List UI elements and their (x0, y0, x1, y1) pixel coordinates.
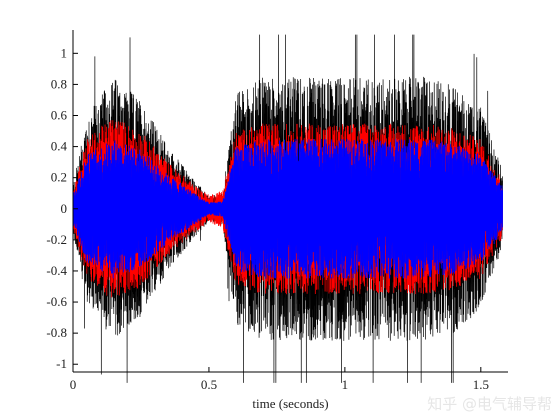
x-tick-label: 0 (70, 377, 77, 392)
y-tick-label: 0.6 (51, 108, 68, 123)
x-axis-label: time (seconds) (252, 396, 328, 411)
x-tick-label: 1.5 (473, 377, 489, 392)
y-tick-label: -1 (56, 356, 67, 371)
y-tick-label: 0.8 (51, 76, 67, 91)
x-tick-label: 0.5 (201, 377, 217, 392)
series-3-line (72, 138, 504, 279)
y-tick-label: -0.6 (46, 294, 67, 309)
y-tick-label: 1 (61, 45, 68, 60)
y-tick-label: -0.4 (46, 263, 67, 278)
x-tick-label: 1 (342, 377, 349, 392)
signal-traces (72, 34, 504, 383)
watermark: 知乎 @电气辅导帮 (427, 395, 552, 413)
y-tick-label: -0.8 (46, 325, 67, 340)
y-tick-label: 0.4 (51, 139, 68, 154)
plot-area (72, 30, 508, 383)
y-tick-label: -0.2 (46, 232, 67, 247)
y-tick-label: 0 (61, 201, 68, 216)
axes: 10.80.60.40.20-0.2-0.4-0.6-0.8-10 0.5 1 1.5 (46, 30, 508, 392)
y-tick-label: 0.2 (51, 170, 67, 185)
